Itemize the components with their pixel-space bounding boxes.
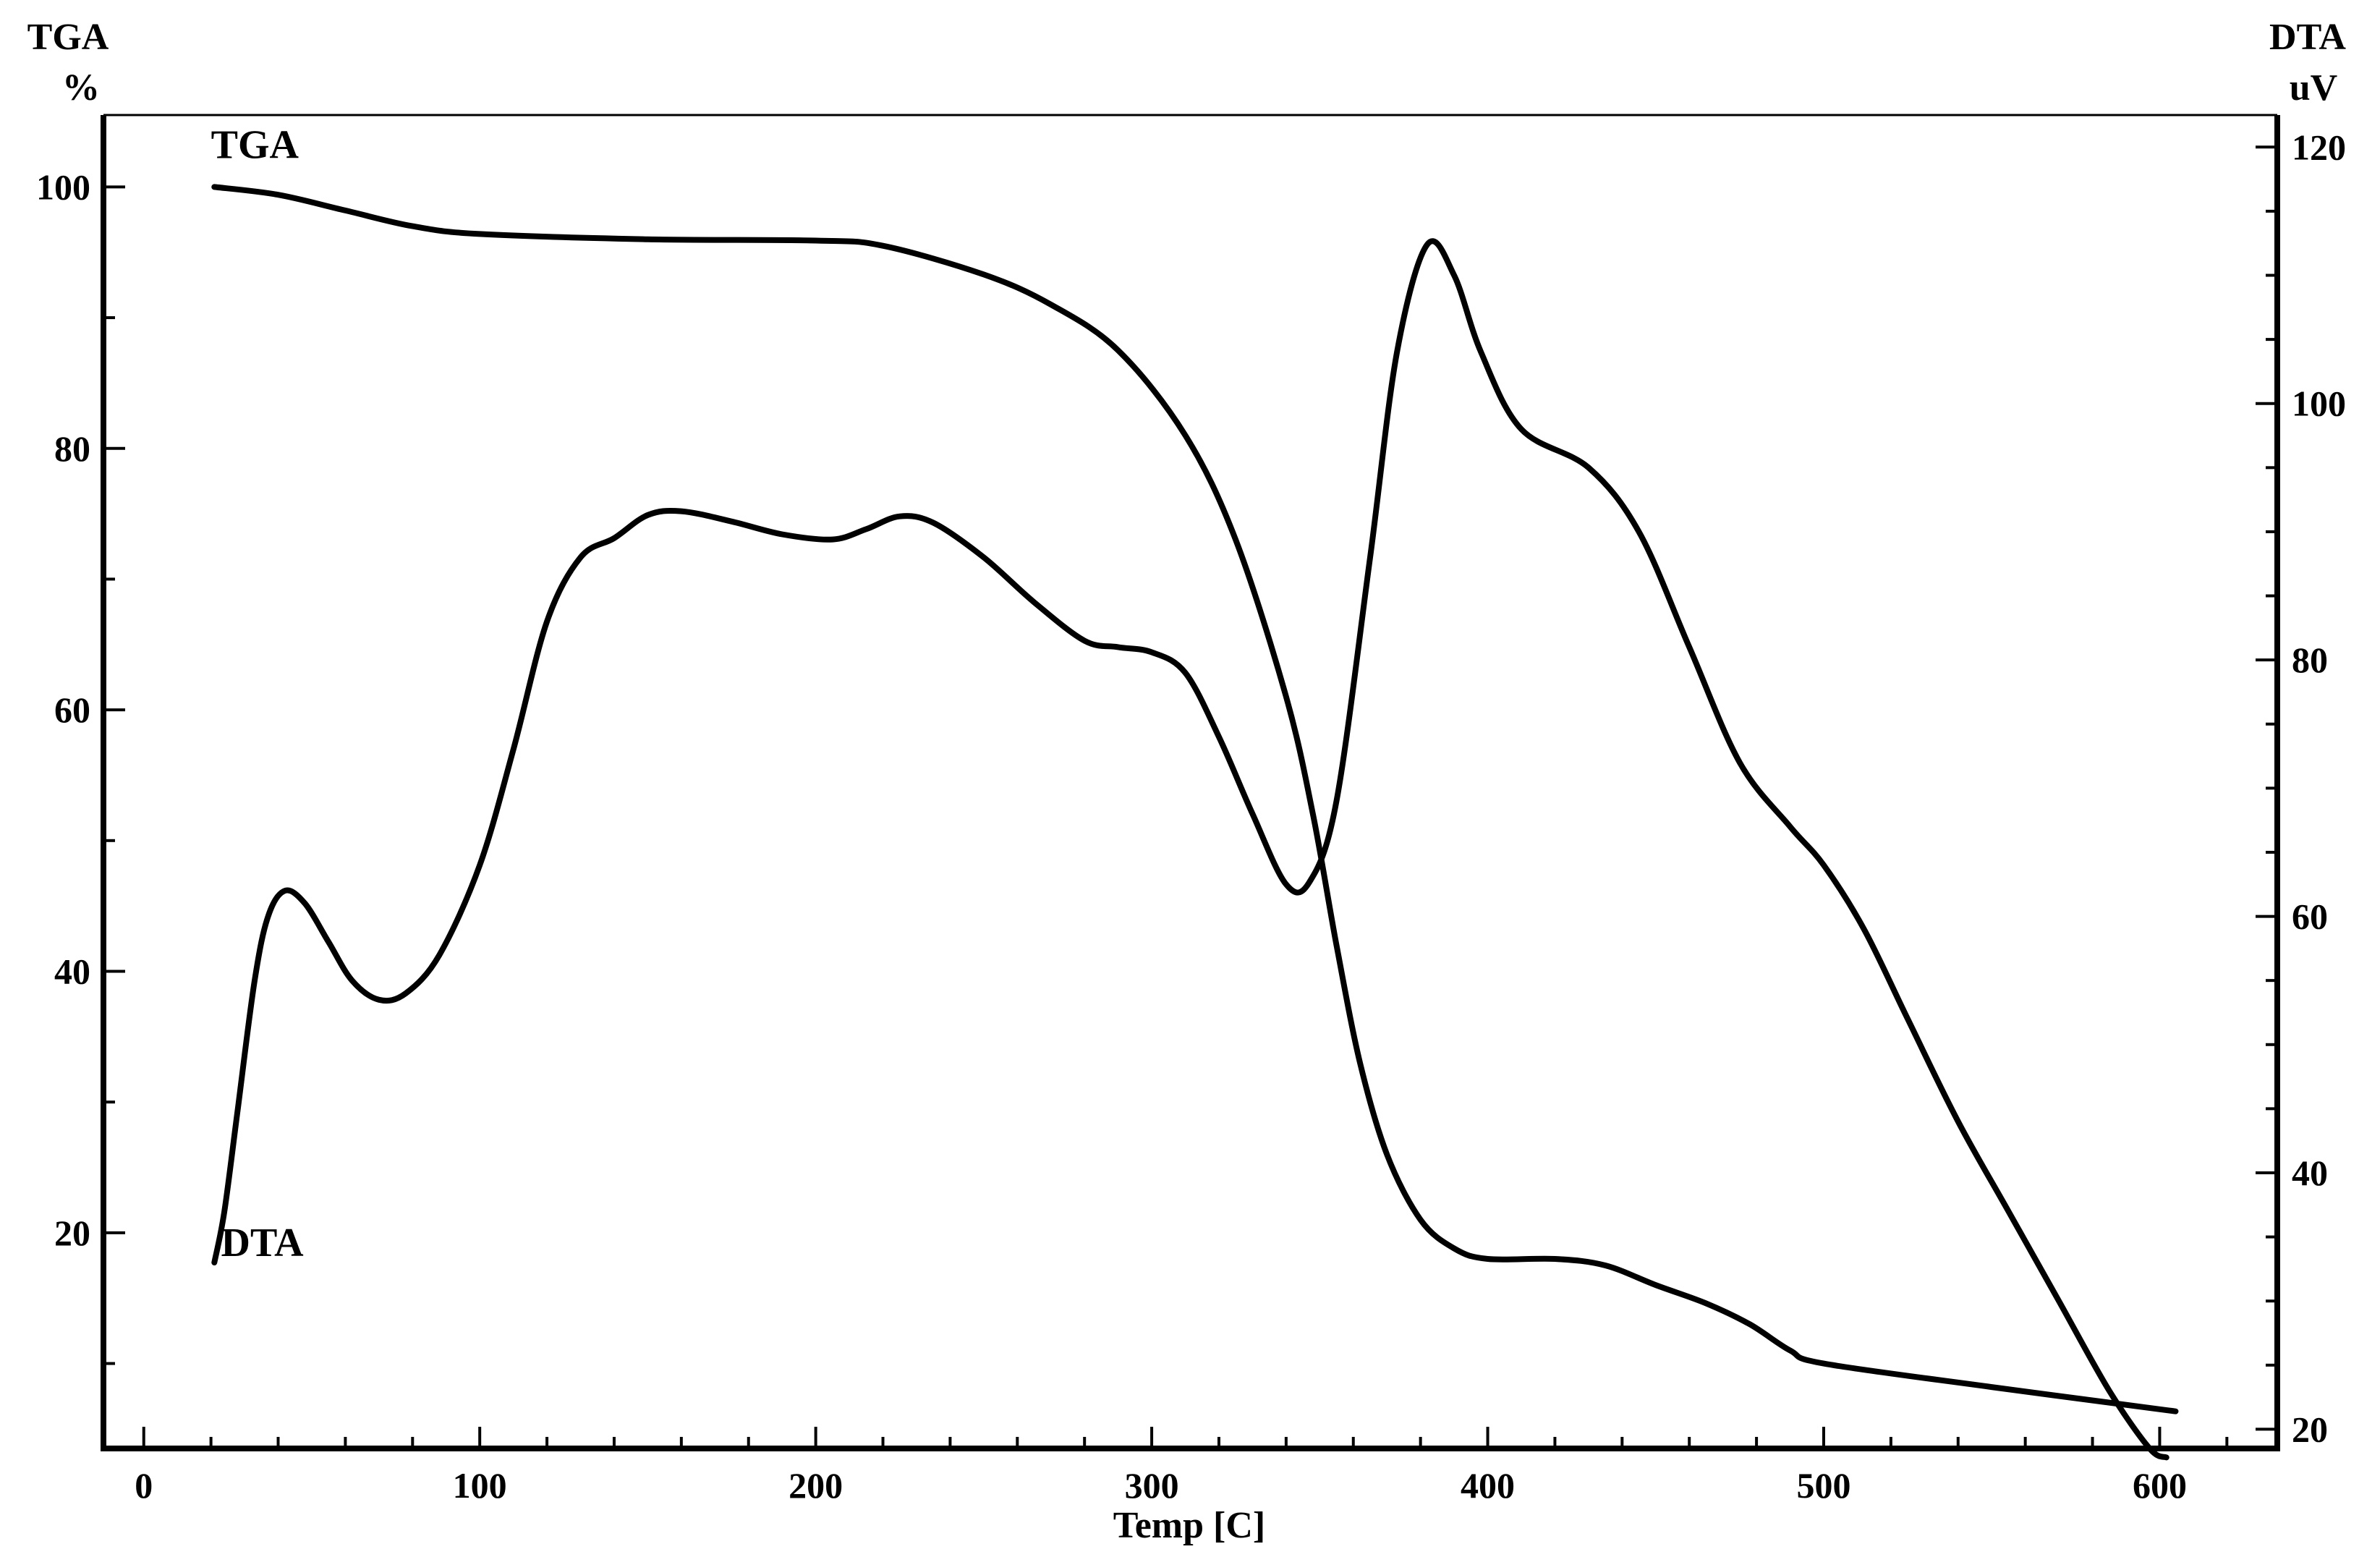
right-tick-label: 120	[2292, 127, 2346, 167]
left-tick-label: 40	[54, 951, 90, 991]
left-axis-title-line2: %	[62, 67, 100, 109]
x-axis-title: Temp [C]	[1113, 1505, 1265, 1546]
x-tick-label: 500	[1796, 1465, 1850, 1506]
left-tick-label: 20	[54, 1213, 90, 1253]
tga-curve	[211, 184, 2179, 1414]
x-tick-label: 300	[1125, 1465, 1179, 1506]
left-tick-label: 60	[54, 690, 90, 730]
right-axis-title-line1: DTA	[2269, 17, 2346, 58]
dta-curve	[211, 238, 2169, 1461]
right-tick-label: 100	[2292, 383, 2346, 424]
right-tick-label: 40	[2292, 1153, 2328, 1193]
dta-series-label: DTA	[221, 1221, 305, 1265]
x-tick-label: 200	[789, 1465, 843, 1506]
left-tick-label: 100	[36, 166, 90, 207]
right-tick-label: 60	[2292, 896, 2328, 937]
x-tick-label: 0	[135, 1465, 153, 1506]
right-tick-label: 20	[2292, 1409, 2328, 1449]
tga-series-label: TGA	[211, 123, 299, 168]
right-tick-label: 80	[2292, 640, 2328, 680]
right-axis-title-line2: uV	[2290, 67, 2337, 109]
left-axis-title-line1: TGA	[27, 17, 109, 58]
x-tick-label: 100	[453, 1465, 507, 1506]
x-tick-label: 400	[1461, 1465, 1515, 1506]
x-tick-label: 600	[2133, 1465, 2187, 1506]
left-tick-label: 80	[54, 428, 90, 469]
